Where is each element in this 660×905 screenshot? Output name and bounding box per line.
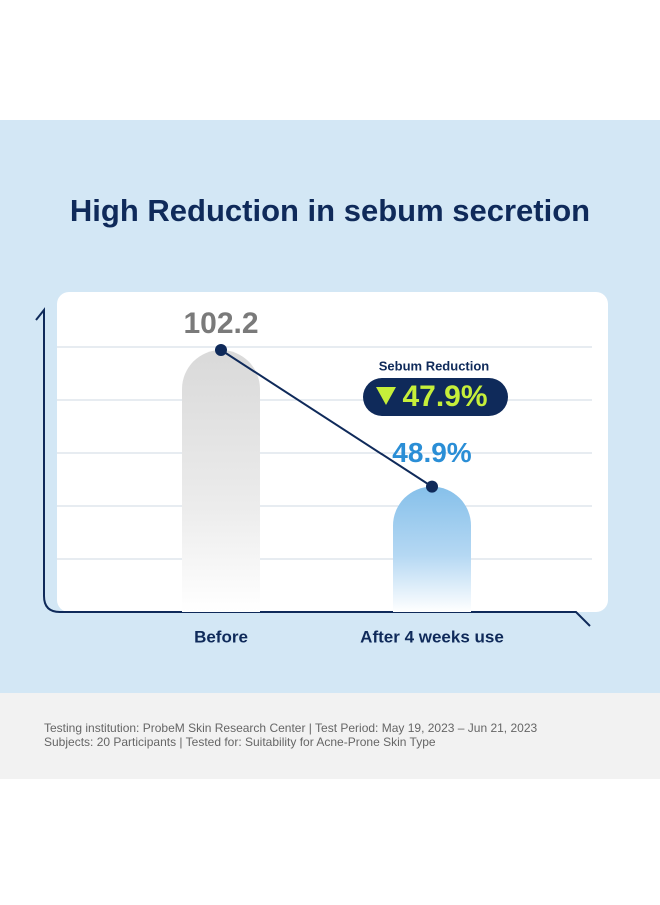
annotation-title: Sebum Reduction: [379, 358, 490, 373]
marks: 102.2 Before 48.9% After 4 weeks use: [182, 307, 504, 646]
footnote: Testing institution: ProbeM Skin Researc…: [44, 721, 537, 735]
trend-line: [220, 349, 433, 488]
down-arrow: [376, 387, 396, 405]
value-label: 48.9%: [392, 437, 471, 468]
bar: [393, 486, 471, 612]
point: [426, 480, 438, 493]
annotation-pill: [363, 378, 508, 416]
annotation: Sebum Reduction 47.9%: [363, 358, 508, 416]
chart-title: High Reduction in sebum secretion: [70, 193, 590, 228]
x-tick-label: After 4 weeks use: [360, 627, 504, 646]
point: [215, 343, 227, 356]
annotation-text: 47.9%: [402, 380, 487, 413]
bar: [182, 349, 260, 612]
footnote: Subjects: 20 Participants | Tested for: …: [44, 735, 436, 749]
footer-band: [0, 693, 660, 779]
x-tick-label: Before: [194, 627, 248, 646]
axis: [35, 307, 591, 627]
plot-card: [57, 292, 608, 612]
value-label: 102.2: [183, 307, 258, 340]
